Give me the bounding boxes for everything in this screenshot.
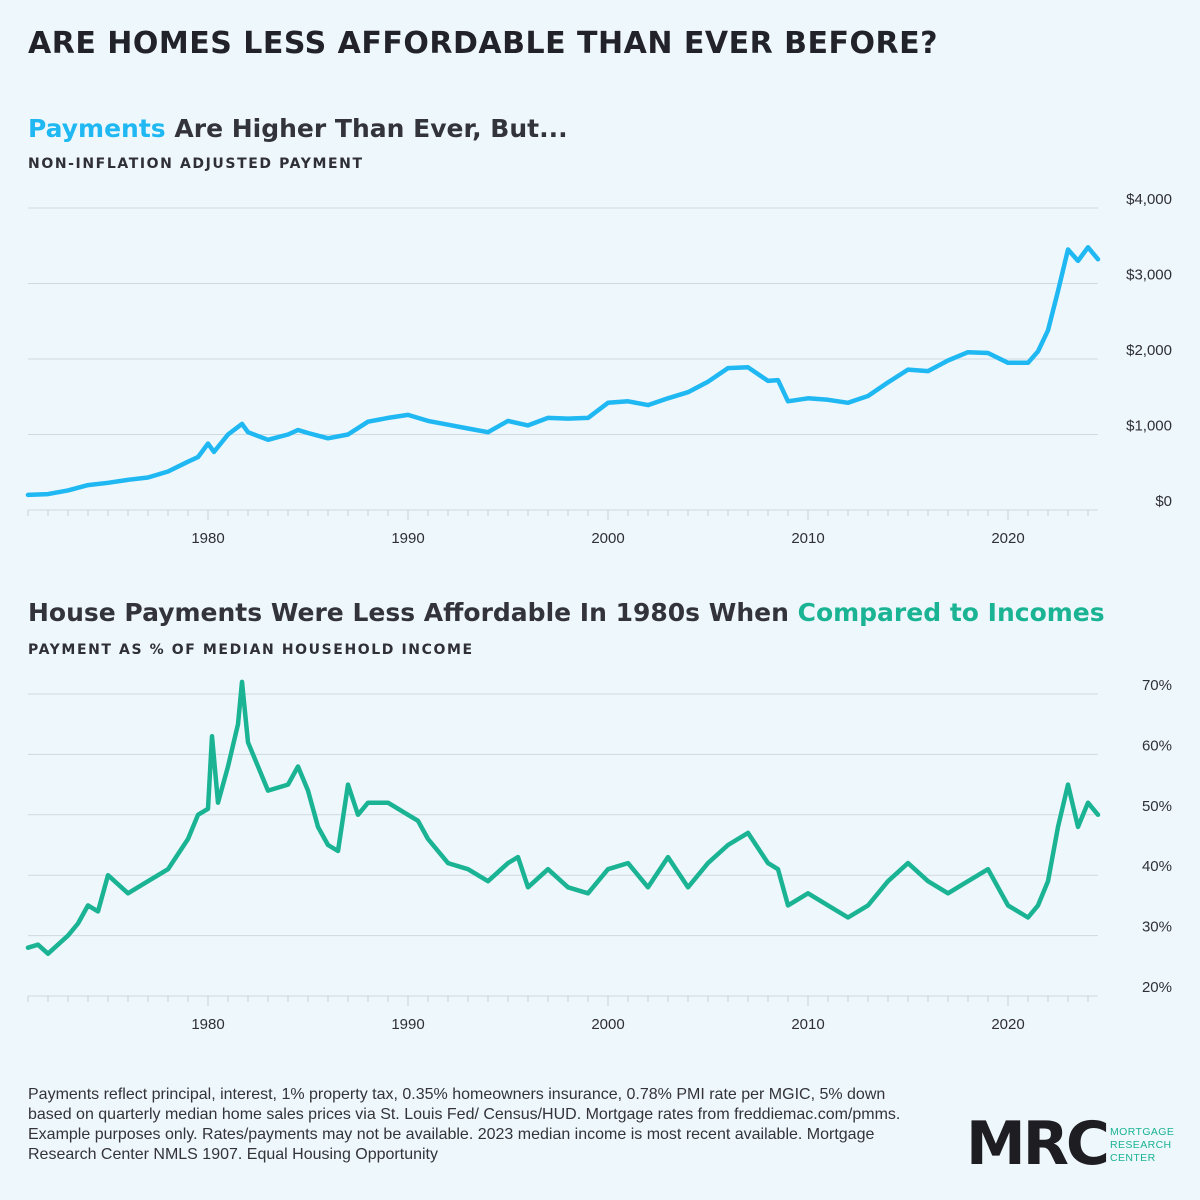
- chart1-y-tick-label: $1,000: [1126, 418, 1172, 435]
- chart2-title-main: House Payments Were Less Affordable In 1…: [28, 598, 798, 627]
- chart1-x-tick-label: 2020: [991, 530, 1024, 547]
- chart2-subtitle: PAYMENT AS % OF MEDIAN HOUSEHOLD INCOME: [28, 642, 474, 658]
- chart1-title-rest: Are Higher Than Ever, But...: [165, 114, 568, 143]
- chart1-x-tick-label: 2000: [591, 530, 624, 547]
- chart2-x-tick-label: 1980: [191, 1016, 224, 1033]
- logo-subtext: MORTGAGE RESEARCH CENTER: [1110, 1126, 1174, 1165]
- chart1-x-tick-label: 2010: [791, 530, 824, 547]
- footer-disclaimer: Payments reflect principal, interest, 1%…: [28, 1086, 901, 1163]
- chart1-title: Payments Are Higher Than Ever, But...: [28, 114, 568, 143]
- chart2-y-tick-label: 40%: [1142, 858, 1172, 875]
- logo-mark: MRC: [966, 1109, 1110, 1179]
- mrc-logo: MRC MORTGAGE RESEARCH CENTER: [966, 1112, 1176, 1178]
- chart1-series-line: [25, 245, 1101, 498]
- logo-line-1: MORTGAGE: [1110, 1126, 1175, 1138]
- chart2-x-tick-label: 2000: [591, 1016, 624, 1033]
- chart2-x-tick-label: 2010: [791, 1016, 824, 1033]
- payment-line-chart: $0 $1,000 $2,000 $3,000 $4,000 1980 1990 2000 20…: [25, 191, 1172, 547]
- chart2-y-tick-label: 70%: [1142, 677, 1172, 694]
- chart1-y-tick-label: $4,000: [1126, 191, 1172, 208]
- chart2-title-highlight: Compared to Incomes: [797, 598, 1105, 627]
- chart1-y-tick-label: $2,000: [1126, 342, 1172, 359]
- chart1-x-tick-label: 1990: [391, 530, 424, 547]
- chart2-x-tick-label: 1990: [391, 1016, 424, 1033]
- chart2-x-tick-label: 2020: [991, 1016, 1024, 1033]
- chart2-series-line: [25, 679, 1101, 956]
- page-title: ARE HOMES LESS AFFORDABLE THAN EVER BEFO…: [28, 26, 938, 61]
- chart1-subtitle: NON-INFLATION ADJUSTED PAYMENT: [28, 156, 364, 172]
- chart2-y-tick-label: 30%: [1142, 919, 1172, 936]
- chart1-y-tick-label: $3,000: [1126, 267, 1172, 284]
- logo-line-2: RESEARCH: [1110, 1139, 1172, 1151]
- payment-income-line-chart: 20% 30% 40% 50% 60% 70% 1980 1990 2000 2010 2020: [25, 677, 1172, 1033]
- chart2-y-tick-label: 50%: [1142, 798, 1172, 815]
- chart1-title-highlight: Payments: [28, 114, 166, 143]
- chart2-title: House Payments Were Less Affordable In 1…: [28, 598, 1105, 627]
- chart2-y-tick-label: 60%: [1142, 737, 1172, 754]
- chart1-x-tick-label: 1980: [191, 530, 224, 547]
- chart2-y-tick-label: 20%: [1142, 979, 1172, 996]
- logo-line-3: CENTER: [1110, 1152, 1156, 1164]
- chart1-y-tick-label: $0: [1155, 493, 1172, 510]
